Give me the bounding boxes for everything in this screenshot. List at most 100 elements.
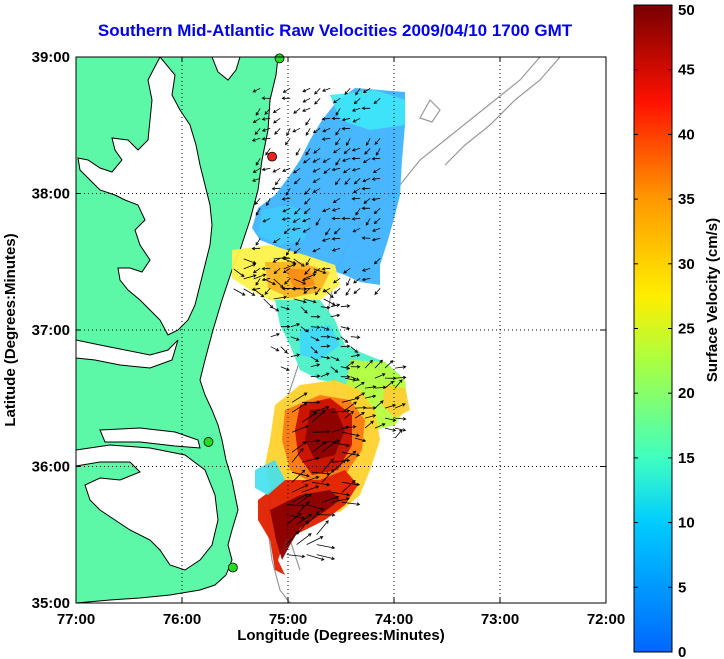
x-axis-label: Longitude (Degrees:Minutes) <box>237 627 445 644</box>
velocity-vector <box>301 485 320 493</box>
velocity-vector <box>330 356 340 361</box>
colorbar-tick-label: 25 <box>678 321 695 338</box>
velocity-vector <box>361 206 371 211</box>
velocity-vector <box>366 138 371 146</box>
velocity-vector <box>345 288 351 296</box>
velocity-vector <box>341 401 357 413</box>
y-tick-label: 36:00 <box>32 459 70 476</box>
velocity-vector <box>341 396 360 403</box>
velocity-vector <box>275 178 281 186</box>
velocity-vector <box>330 303 341 308</box>
velocity-vector <box>294 208 301 215</box>
velocity-vector <box>291 425 310 433</box>
velocity-vector <box>302 227 311 233</box>
velocity-vector <box>361 106 371 111</box>
velocity-vector <box>321 495 340 503</box>
velocity-vector <box>340 326 351 330</box>
velocity-vector <box>312 187 321 193</box>
velocity-vector <box>331 207 341 212</box>
velocity-vector <box>281 96 291 101</box>
velocity-vector <box>310 346 318 354</box>
x-tick-label: 77:00 <box>57 611 95 628</box>
velocity-vector <box>343 167 351 174</box>
y-tick-label: 35:00 <box>32 595 70 612</box>
velocity-vector <box>296 493 312 505</box>
chart-title: Southern Mid-Atlantic Raw Velocities 200… <box>97 21 573 40</box>
station-marker <box>227 562 238 573</box>
velocity-vector <box>270 346 280 352</box>
velocity-vector <box>272 107 281 114</box>
velocity-vector <box>282 167 291 172</box>
velocity-vector <box>280 346 288 354</box>
velocity-vector <box>262 217 271 223</box>
velocity-vector <box>316 520 329 535</box>
velocity-vector <box>374 359 383 369</box>
colorbar-ticks: 0 5 10 15 20 25 30 35 40 45 50 <box>634 2 695 659</box>
velocity-vector <box>243 274 257 280</box>
velocity-vector <box>291 392 308 403</box>
velocity-vector <box>251 246 261 251</box>
velocity-vector <box>373 258 381 265</box>
velocity-vector <box>354 405 367 410</box>
velocity-vector <box>273 267 281 275</box>
y-axis: 35:00 36:00 37:00 38:00 39:00 <box>32 49 606 612</box>
velocity-vector <box>341 481 361 487</box>
velocity-vector <box>255 108 261 116</box>
velocity-vector <box>354 437 367 443</box>
velocity-vector <box>334 178 341 186</box>
velocity-vector <box>310 374 321 379</box>
velocity-vector <box>354 381 365 389</box>
velocity-vector <box>350 346 359 353</box>
x-tick-label: 76:00 <box>163 611 201 628</box>
velocity-vector <box>292 217 301 223</box>
velocity-vector <box>261 266 271 271</box>
velocity-field <box>232 88 410 575</box>
velocity-vector <box>342 157 351 162</box>
velocity-vector <box>243 263 257 270</box>
velocity-vector <box>305 118 311 126</box>
velocity-vector <box>373 208 381 215</box>
velocity-vector <box>304 268 311 275</box>
velocity-vector <box>311 406 330 413</box>
velocity-vector <box>375 148 381 156</box>
velocity-vector <box>333 277 341 284</box>
velocity-vector <box>313 147 321 154</box>
velocity-vector <box>306 554 325 561</box>
velocity-vector <box>340 375 351 379</box>
velocity-vector <box>282 267 291 274</box>
velocity-vector <box>321 468 335 483</box>
velocity-vector <box>384 380 395 389</box>
velocity-vector <box>351 217 361 221</box>
velocity-vector <box>346 278 351 287</box>
velocity-vector <box>332 197 341 203</box>
velocity-vector <box>394 379 403 389</box>
velocity-vector <box>305 128 311 136</box>
velocity-vector <box>352 227 361 233</box>
velocity-vector <box>316 554 336 561</box>
velocity-vector <box>364 359 374 369</box>
velocity-vector <box>331 167 341 172</box>
velocity-vector <box>350 376 360 381</box>
velocity-vector <box>325 228 331 236</box>
grid-lines <box>76 57 606 603</box>
velocity-vector <box>286 248 291 256</box>
velocity-vector <box>321 137 331 141</box>
velocity-vector <box>293 107 301 114</box>
radar-stations <box>203 53 285 573</box>
velocity-vector <box>344 361 355 369</box>
station-marker <box>203 437 214 447</box>
colorbar-tick-label: 15 <box>678 450 695 467</box>
velocity-vector <box>331 459 346 473</box>
colorbar-tick-label: 20 <box>678 385 695 402</box>
velocity-vector <box>353 287 361 294</box>
velocity-vector <box>344 425 357 429</box>
velocity-vector <box>322 127 331 133</box>
velocity-vector <box>374 288 381 295</box>
velocity-vector <box>320 372 330 378</box>
velocity-vector <box>264 288 271 295</box>
velocity-vector <box>344 178 351 185</box>
velocity-vector <box>335 158 341 166</box>
velocity-vector <box>286 530 300 545</box>
velocity-vector <box>350 335 361 339</box>
velocity-vector <box>290 353 301 358</box>
